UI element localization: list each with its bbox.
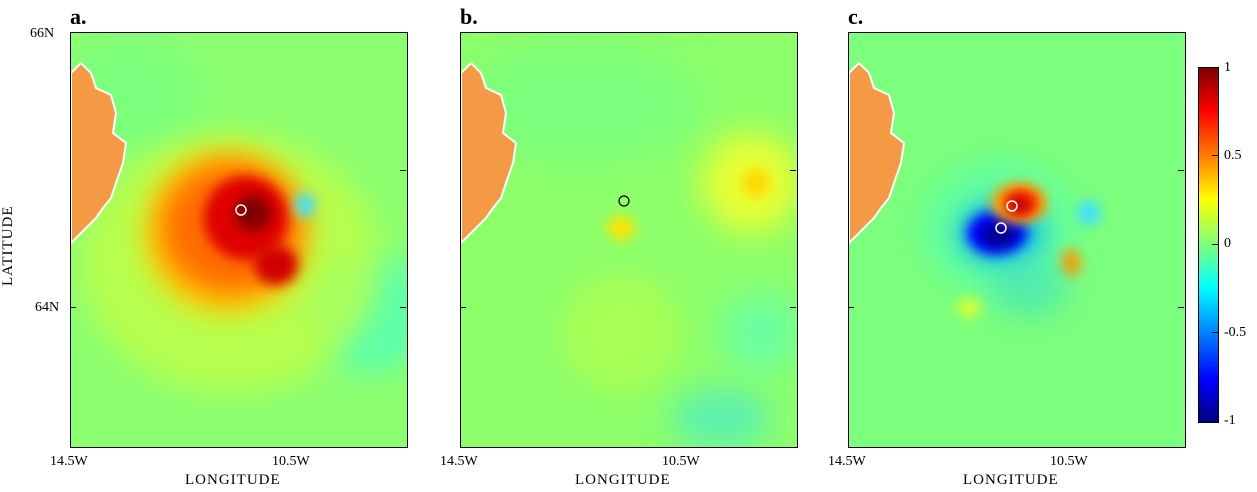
anomaly-field-c <box>849 33 1185 447</box>
colorbar-tick-neg-1: -1 <box>1224 413 1236 428</box>
colorbar-tick-neg-0-5: -0.5 <box>1224 325 1247 340</box>
coastline-c <box>849 61 906 245</box>
station-marker-b <box>618 195 630 207</box>
x-tick-a-14-5w: 14.5W <box>50 454 88 469</box>
map-panel-b <box>460 32 798 448</box>
y-tick-66n: 66N <box>30 26 55 41</box>
x-axis-label-b: LONGITUDE <box>575 472 671 488</box>
x-axis-label-a: LONGITUDE <box>185 472 281 488</box>
x-tick-b-10-5w: 10.5W <box>662 454 700 469</box>
station-marker-a <box>235 204 247 216</box>
coastline-a <box>71 61 128 245</box>
map-panel-c <box>848 32 1186 448</box>
colorbar-tick-0: 0 <box>1224 236 1231 251</box>
y-tick-64n: 64N <box>35 300 60 315</box>
coastline-b <box>461 61 518 245</box>
map-panel-a <box>70 32 408 448</box>
anomaly-field-a <box>71 33 407 447</box>
panel-b-label: b. <box>460 4 478 29</box>
station-marker-c2 <box>995 222 1007 234</box>
x-tick-a-10-5w: 10.5W <box>272 454 310 469</box>
panel-c-label: c. <box>848 4 864 29</box>
anomaly-field-b <box>461 33 797 447</box>
x-tick-c-10-5w: 10.5W <box>1050 454 1088 469</box>
x-tick-b-14-5w: 14.5W <box>440 454 478 469</box>
panel-a-label: a. <box>70 4 87 29</box>
station-marker-c1 <box>1006 200 1018 212</box>
x-tick-c-14-5w: 14.5W <box>828 454 866 469</box>
y-axis-label: LATITUDE <box>0 205 16 286</box>
x-axis-label-c: LONGITUDE <box>963 472 1059 488</box>
colorbar <box>1198 67 1219 423</box>
colorbar-tick-0-5: 0.5 <box>1224 148 1242 163</box>
colorbar-tick-1: 1 <box>1224 60 1231 75</box>
